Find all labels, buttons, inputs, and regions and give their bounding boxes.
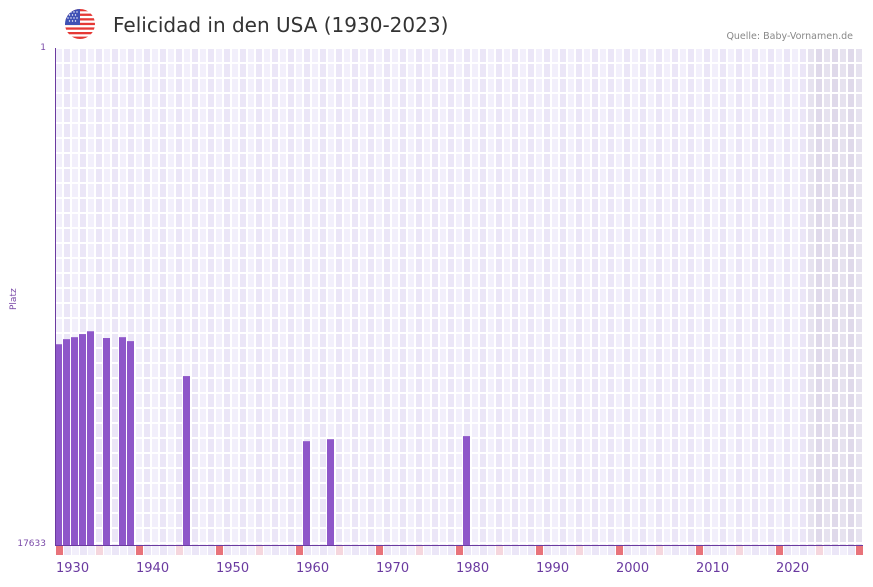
x-tick-1940: 1940 [136, 561, 170, 576]
bar-1946[interactable] [183, 376, 190, 545]
bar-1938[interactable] [119, 337, 126, 545]
bar-1964[interactable] [327, 439, 334, 545]
us-flag-icon [65, 9, 95, 39]
source-label: Quelle: Baby-Vornamen.de [726, 31, 853, 42]
bar-1934[interactable] [87, 331, 94, 545]
x-tick-1990: 1990 [536, 561, 570, 576]
bar-1930[interactable] [55, 344, 62, 545]
x-tick-2010: 2010 [696, 561, 730, 576]
y-tick-bottom: 17633 [17, 539, 46, 549]
plot-area [55, 48, 863, 545]
x-tick-1970: 1970 [376, 561, 410, 576]
x-tick-1930: 1930 [56, 561, 90, 576]
bar-1981[interactable] [463, 436, 470, 545]
y-axis-title: Platz [9, 288, 19, 310]
bar-1931[interactable] [63, 339, 70, 545]
x-axis-line [55, 545, 863, 546]
x-tick-2000: 2000 [616, 561, 650, 576]
y-tick-top: 1 [40, 43, 46, 53]
bar-1939[interactable] [127, 341, 134, 545]
x-tick-2020: 2020 [776, 561, 810, 576]
x-tick-1960: 1960 [296, 561, 330, 576]
bar-1932[interactable] [71, 337, 78, 545]
x-tick-1980: 1980 [456, 561, 490, 576]
y-axis-line [55, 48, 56, 546]
bar-1936[interactable] [103, 338, 110, 545]
bar-1933[interactable] [79, 334, 86, 545]
x-tick-1950: 1950 [216, 561, 250, 576]
chart-canvas [55, 49, 862, 545]
chart-title: Felicidad in den USA (1930-2023) [113, 13, 449, 37]
decade-markers [56, 546, 863, 555]
bar-1961[interactable] [303, 441, 310, 545]
